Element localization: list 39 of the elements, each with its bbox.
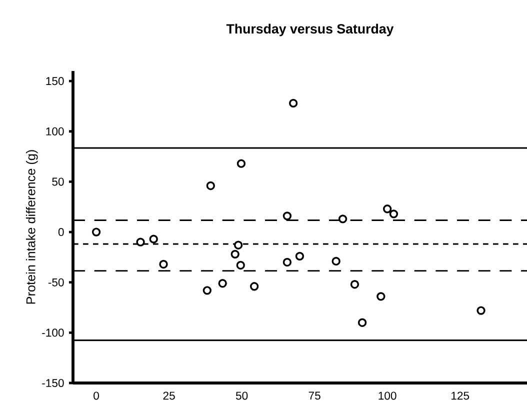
point: [159, 260, 168, 269]
y-tick-label: -50: [48, 278, 64, 286]
y-tick-label: 50: [52, 178, 64, 186]
point: [350, 280, 360, 289]
x-tick-label: 25: [163, 392, 175, 400]
point: [149, 234, 158, 244]
point: [206, 181, 215, 190]
point: [92, 228, 101, 236]
point: [136, 238, 145, 246]
point: [376, 292, 386, 301]
x-tick-label: 125: [451, 392, 470, 400]
point: [332, 256, 340, 266]
x-tick-label: 50: [236, 392, 248, 400]
point: [236, 260, 245, 270]
point: [282, 212, 292, 220]
point: [230, 250, 240, 259]
point: [288, 98, 298, 108]
y-tick-label: 100: [46, 127, 64, 136]
y-tick-label: -150: [42, 378, 64, 388]
x-tick-label: 0: [94, 392, 99, 400]
y-tick-label: -100: [42, 328, 64, 337]
point: [236, 159, 246, 168]
y-tick-label: 0: [58, 228, 64, 236]
point: [476, 306, 486, 315]
y-tick-label: 150: [46, 77, 64, 86]
point: [382, 204, 392, 214]
point: [338, 214, 348, 224]
point: [282, 258, 292, 267]
y-axis-title: Protein intake difference (g): [26, 150, 38, 304]
chart-title: Thursday versus Saturday: [226, 24, 394, 36]
point: [202, 286, 212, 295]
x-tick-label: 75: [308, 392, 320, 400]
point: [218, 279, 227, 288]
point: [250, 282, 259, 291]
point: [234, 240, 243, 250]
point: [389, 210, 398, 218]
point: [358, 318, 367, 327]
point: [295, 252, 304, 261]
x-tick-label: 100: [378, 392, 396, 400]
